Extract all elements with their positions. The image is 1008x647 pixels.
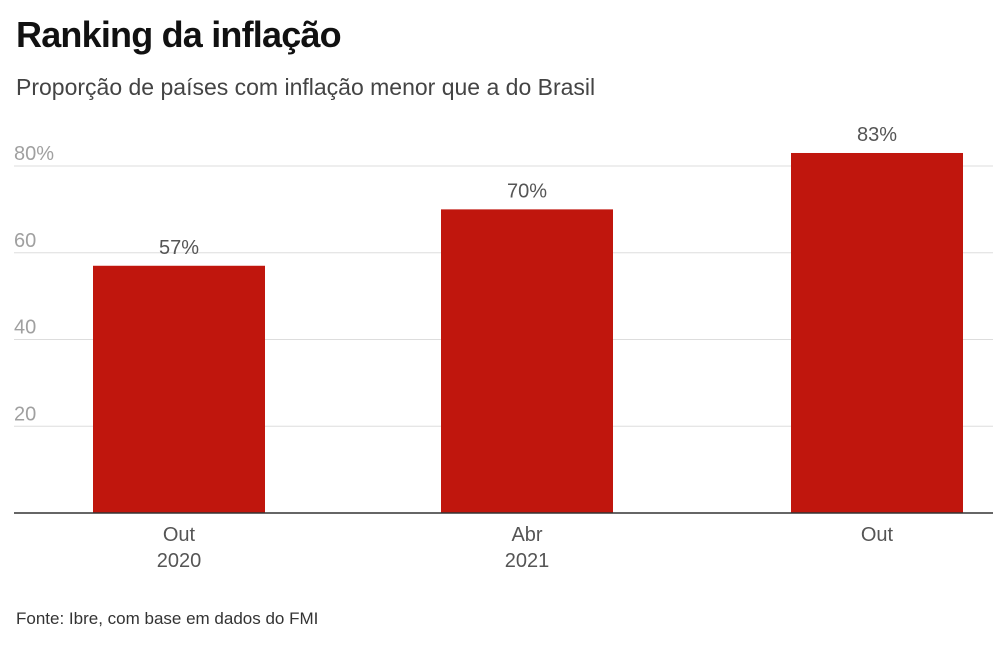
chart-subtitle: Proporção de países com inflação menor q… — [16, 74, 596, 100]
x-tick-label: Abr — [511, 524, 542, 546]
labels: 20 40 60 80% 57% 70% 83% Out 2020 Abr 2021 Out — [14, 124, 897, 572]
y-tick-label: 80% — [14, 143, 54, 165]
chart-title: Ranking da inflação — [16, 14, 342, 55]
y-tick-label: 60 — [14, 230, 36, 252]
y-tick-label: 40 — [14, 317, 36, 339]
data-label: 57% — [159, 237, 199, 259]
y-tick-label: 20 — [14, 403, 36, 425]
bars — [93, 152, 963, 514]
data-label: 83% — [857, 124, 897, 146]
x-tick-label: 2021 — [505, 550, 550, 572]
x-tick-label: Out — [163, 524, 196, 546]
bar — [791, 152, 963, 514]
x-tick-label: Out — [861, 524, 894, 546]
source-note: Fonte: Ibre, com base em dados do FMI — [16, 609, 319, 628]
data-label: 70% — [507, 180, 547, 202]
bar — [441, 209, 613, 513]
bar — [93, 265, 265, 513]
x-tick-label: 2020 — [157, 550, 202, 572]
